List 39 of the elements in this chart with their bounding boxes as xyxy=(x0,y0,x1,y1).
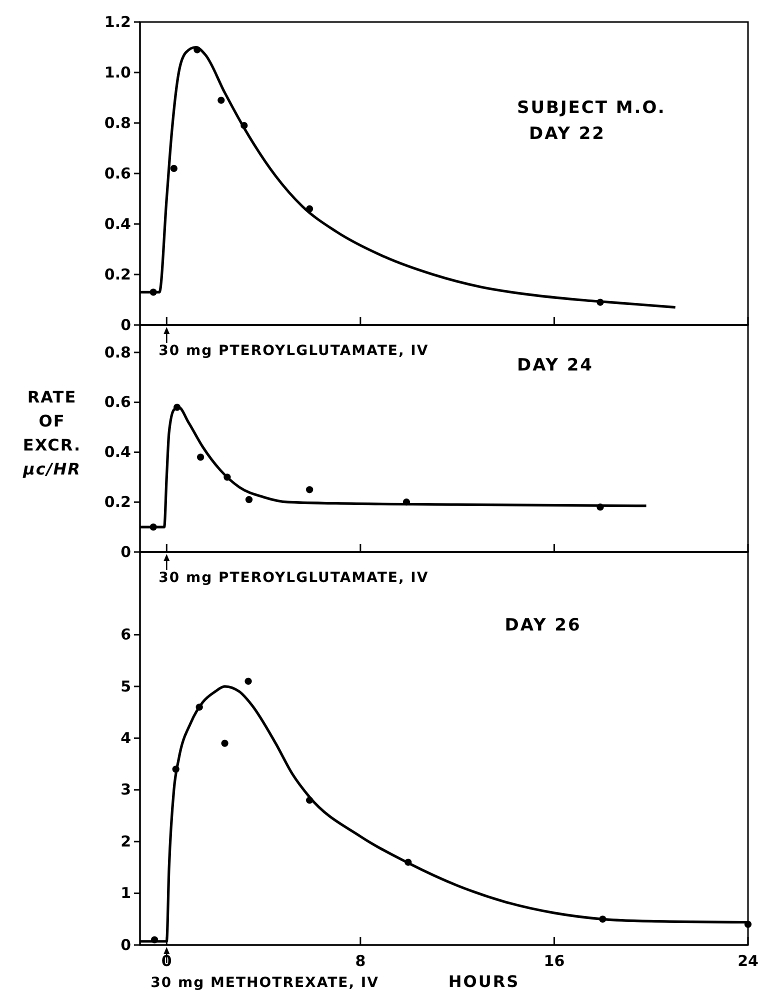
x-axis-title: HOURS xyxy=(448,972,520,990)
y-tick-label: 0.2 xyxy=(104,492,131,511)
point xyxy=(196,454,204,461)
y-tick-label: 0 xyxy=(120,316,131,334)
annotation: 30 mg PTEROYLGLUTAMATE, IV xyxy=(158,343,429,359)
x-tick-label: 8 xyxy=(355,952,366,970)
y-tick-label: 0.2 xyxy=(104,265,131,284)
y-tick-label: 1.0 xyxy=(104,63,131,82)
point xyxy=(306,486,314,494)
y-tick-label: 0.6 xyxy=(104,164,131,182)
y-tick-label: 0.4 xyxy=(104,443,131,462)
annotation: 30 mg PTEROYLGLUTAMATE, IV xyxy=(158,570,429,586)
y-tick-label: 0 xyxy=(120,542,131,561)
y-tick-label: 2 xyxy=(120,832,131,850)
y-tick-label: 0 xyxy=(120,936,131,954)
y-tick-label: 0.8 xyxy=(104,114,131,132)
text: DAY 22 xyxy=(528,124,606,144)
y-tick-label: 1 xyxy=(120,884,131,902)
point xyxy=(244,678,252,685)
text: 30 mg METHOTREXATE, IV xyxy=(150,975,379,990)
x-tick-label: 24 xyxy=(738,952,758,970)
point xyxy=(245,496,253,504)
y-tick-label: 5 xyxy=(120,677,131,696)
y-tick-label: 6 xyxy=(120,626,131,644)
text: DAY 24 xyxy=(516,355,594,376)
point xyxy=(221,740,228,747)
text: DAY 26 xyxy=(504,616,582,636)
y-tick-label: 1.2 xyxy=(104,12,131,31)
x-tick-label: 0 xyxy=(161,952,172,970)
y-tick-label: 0.4 xyxy=(104,214,131,233)
y-axis-title: RATE OF EXCR. μc/HR xyxy=(22,388,82,478)
y-tick-label: 4 xyxy=(120,728,131,747)
y-tick-label: 0.6 xyxy=(104,393,131,412)
point xyxy=(218,96,225,104)
text: SUBJECT M.O. xyxy=(516,98,666,118)
y-tick-label: 0.8 xyxy=(104,343,131,362)
y-tick-label: 3 xyxy=(120,780,131,799)
x-tick-label: 16 xyxy=(544,952,565,970)
point xyxy=(170,164,178,172)
